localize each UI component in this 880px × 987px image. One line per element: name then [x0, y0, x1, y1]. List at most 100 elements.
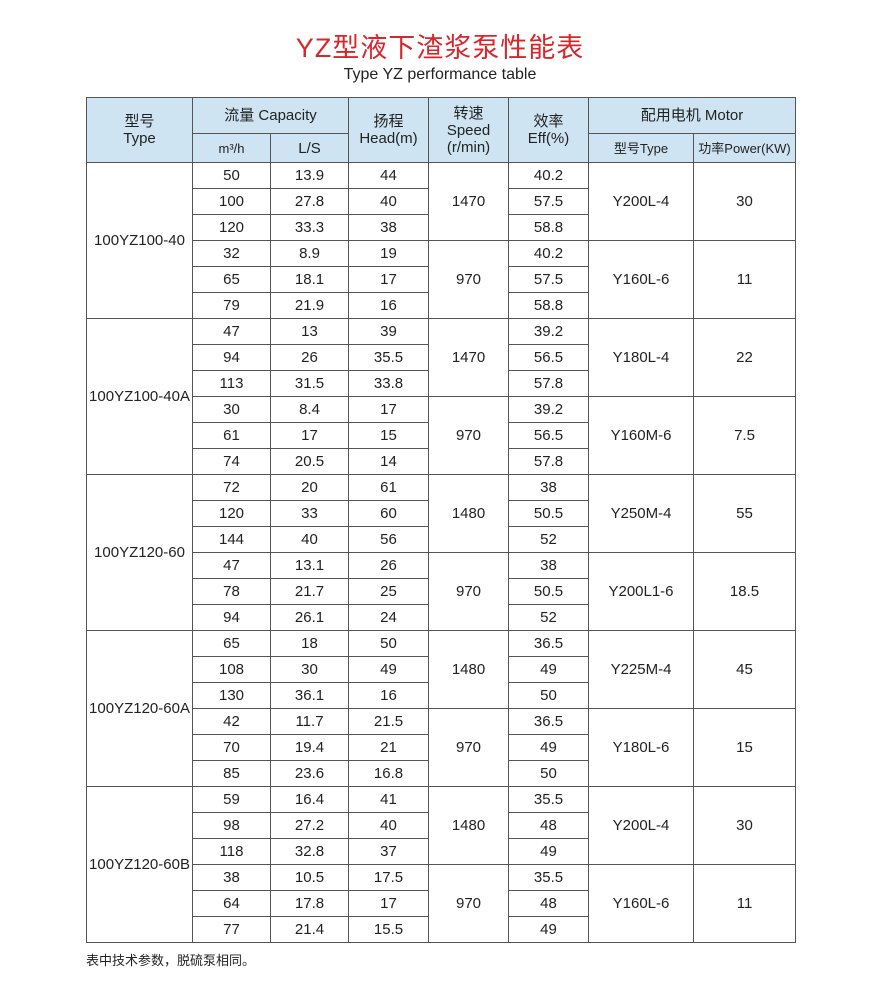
cell: 50.5 [508, 500, 589, 527]
header-cell: 配用电机 Motor [587, 97, 797, 134]
row: 47 13.1 26 970 38 Y200L1-6 18.5 [87, 552, 797, 631]
cell: 11 [692, 864, 797, 943]
cell: 26.1 [270, 604, 349, 631]
cell: 57.8 [508, 448, 589, 475]
cell: 15 [692, 708, 797, 787]
row: 61 17 15 56.5 [87, 422, 796, 449]
cell: 94 [192, 344, 271, 371]
cell: 108 [192, 656, 271, 683]
cell: Y160L-6 [588, 240, 694, 319]
row: 100 27.8 40 57.5 [87, 188, 796, 215]
cell: 65 [192, 266, 271, 293]
cell: 970 [428, 240, 509, 319]
cell: 50 [348, 630, 429, 657]
cell: 65 [192, 630, 271, 657]
cell: 40 [348, 812, 429, 839]
cell: 21 [348, 734, 429, 761]
cell: 57.5 [508, 266, 589, 293]
cell: 970 [428, 864, 509, 943]
subtitle: Type YZ performance table [343, 66, 537, 83]
cell: Y160L-6 [588, 864, 694, 943]
cell: Y250M-4 [588, 474, 694, 553]
cell: 56 [348, 526, 429, 553]
cell: 98 [192, 812, 271, 839]
header-cell: 扬程 Head(m) [348, 97, 429, 163]
row: 100YZ100-40 50 13.9 44 1470 40.2 Y200L-4 30 [86, 162, 797, 319]
cell: 970 [428, 396, 509, 475]
cell: 38 [192, 864, 271, 891]
header-text: Head(m) [359, 130, 418, 147]
cell: 50 [508, 682, 589, 709]
cell: 40.2 [508, 240, 589, 267]
cell: 17 [348, 266, 429, 293]
cell: 14 [348, 448, 429, 475]
cell: 1470 [428, 318, 509, 397]
cell: 100 [192, 188, 271, 215]
header-text: 型号 [124, 113, 155, 130]
cell: 60 [348, 500, 429, 527]
row: 77 21.4 15.5 49 [87, 916, 796, 943]
header-cell: 效率 Eff(%) [508, 97, 589, 163]
cell: 55 [692, 474, 797, 553]
cell: 23.6 [270, 760, 349, 787]
cell: 144 [192, 526, 271, 553]
row: 100YZ120-60B 59 16.4 41 1480 35.5 Y200L-4 30 [86, 786, 797, 943]
row: 118 32.8 37 49 [87, 838, 796, 865]
cell: 47 [192, 552, 271, 579]
header-cell: 流量 Capacity [192, 97, 349, 134]
header-cell: 型号Type [588, 133, 694, 163]
cell: Y200L-4 [588, 162, 694, 241]
cell: 72 [192, 474, 271, 501]
cell: 113 [192, 370, 271, 397]
cell: 1480 [428, 474, 509, 553]
cell: 33.3 [270, 214, 349, 241]
cell: 36.1 [270, 682, 349, 709]
cell: 1480 [428, 630, 509, 709]
cell: 33 [270, 500, 349, 527]
cell: 61 [192, 422, 271, 449]
row: 30 8.4 17 970 39.2 Y160M-6 7.5 [87, 396, 797, 475]
cell: 27.2 [270, 812, 349, 839]
cell: 30 [192, 396, 271, 423]
table-body: 100YZ100-40 50 13.9 44 1470 40.2 Y200L-4 30 100 2… [86, 162, 797, 943]
cell: 17.5 [348, 864, 429, 891]
header-text: (r/min) [446, 138, 491, 156]
cell: 20 [270, 474, 349, 501]
cell: 26 [270, 344, 349, 371]
cell: 21.9 [270, 292, 349, 319]
row: 42 11.7 21.5 970 36.5 Y180L-6 15 [87, 708, 797, 787]
cell: 35.5 [348, 344, 429, 371]
cell: 79 [192, 292, 271, 319]
cell: 49 [508, 734, 589, 761]
cell: 100YZ100-40 [86, 162, 193, 319]
row: 94 26 35.5 56.5 [87, 344, 796, 371]
cell: 21.7 [270, 578, 349, 605]
cell: 19.4 [270, 734, 349, 761]
footnote: 表中技术参数，脱硫泵相同。 [86, 953, 256, 968]
cell: 7.5 [692, 396, 797, 475]
cell: 16.4 [270, 786, 349, 813]
cell: 21.4 [270, 916, 349, 943]
cell: 22 [692, 318, 797, 397]
cell: 100YZ120-60A [86, 630, 193, 787]
cell: 11 [692, 240, 797, 319]
cell: 100YZ120-60 [86, 474, 193, 631]
row: 79 21.9 16 58.8 [87, 292, 796, 319]
cell: 11.7 [270, 708, 349, 735]
cell: 120 [192, 500, 271, 527]
cell: 50 [192, 162, 271, 189]
cell: 30 [692, 162, 797, 241]
cell: Y225M-4 [588, 630, 694, 709]
cell: 41 [348, 786, 429, 813]
cell: 52 [508, 604, 589, 631]
cell: 17 [348, 890, 429, 917]
cell: 18.1 [270, 266, 349, 293]
cell: 33.8 [348, 370, 429, 397]
row: 32 8.9 19 970 40.2 Y160L-6 11 [87, 240, 797, 319]
cell: 13.9 [270, 162, 349, 189]
cell: 61 [348, 474, 429, 501]
cell: 30 [692, 786, 797, 865]
cell: 21.5 [348, 708, 429, 735]
cell: 37 [348, 838, 429, 865]
